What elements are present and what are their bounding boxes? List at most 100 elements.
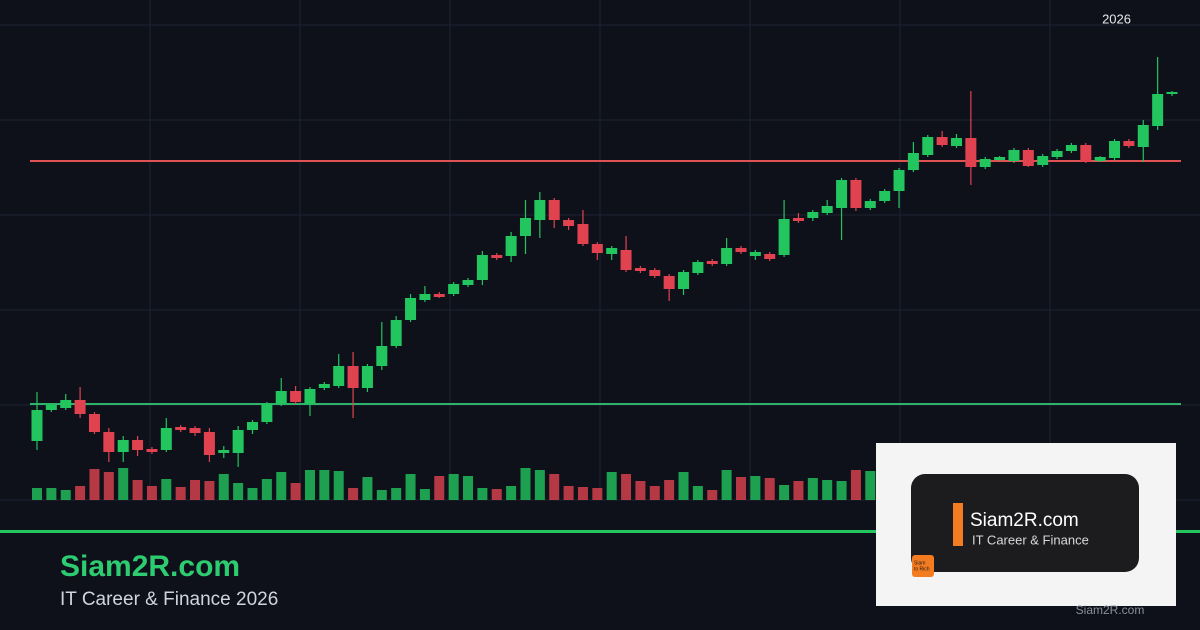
candle-body [103, 432, 115, 452]
volume-bar [534, 470, 545, 500]
candle-body [132, 440, 144, 450]
candle-body [634, 268, 646, 271]
volume-bar [434, 476, 445, 500]
candle-body [505, 236, 517, 256]
candle-body [1051, 151, 1063, 157]
candle-body [792, 218, 804, 221]
candle-body [247, 422, 259, 430]
candle-body [476, 255, 488, 280]
divider [0, 530, 1200, 533]
volume-bar [276, 472, 287, 500]
candle-body [318, 384, 330, 388]
volume-bar [247, 488, 258, 500]
candle-body [663, 276, 675, 289]
candle-body [879, 191, 891, 201]
candle-body [60, 400, 72, 408]
volume-bar [520, 468, 531, 500]
volume-bar [707, 490, 718, 500]
candle-body [606, 248, 618, 254]
volume-bar [664, 480, 675, 500]
candle-body [1094, 157, 1106, 161]
candle-body [160, 428, 172, 450]
volume-bar [348, 488, 359, 500]
volume-bar [405, 474, 416, 500]
volume-bar [362, 477, 373, 500]
candle-body [275, 391, 287, 404]
volume-bar [506, 486, 517, 500]
candle-body [548, 200, 560, 220]
candle-body [74, 400, 86, 414]
volume-bar [233, 483, 244, 500]
candle-body [950, 138, 962, 146]
volume-bar [118, 468, 129, 500]
plot: 2026 [0, 11, 1200, 501]
candle-body [778, 219, 790, 255]
candle-body [433, 294, 445, 297]
candle-body [721, 248, 733, 264]
logo-bar [953, 503, 963, 546]
candle-body [821, 206, 833, 213]
logo-subtitle: IT Career & Finance [972, 532, 1089, 547]
candle-body [1137, 125, 1149, 147]
volume-bar [850, 470, 861, 500]
candle-body [979, 159, 991, 167]
candle-body [807, 212, 819, 218]
candle-body [304, 389, 316, 404]
volume-bar [463, 476, 474, 500]
volume-bar [103, 472, 114, 500]
volume-bar [477, 488, 488, 500]
volume-bar [419, 489, 430, 500]
volume-bar [649, 486, 660, 500]
logo-badge-text: to Rich [914, 566, 930, 572]
vertical-grid [149, 0, 1051, 500]
candle-body [419, 294, 431, 300]
candle-body [218, 450, 230, 453]
candle-body [591, 244, 603, 253]
logo-panel [911, 474, 1139, 572]
volume-bar [204, 481, 215, 500]
volume-bar [721, 470, 732, 500]
candle-body [922, 137, 934, 155]
candle-body [1080, 145, 1092, 162]
candle-body [491, 255, 503, 258]
candle-body [462, 280, 474, 285]
volume-bar [793, 481, 804, 500]
volume-bar [563, 486, 574, 500]
candle-body [1123, 141, 1135, 146]
volume-bar [735, 477, 746, 500]
candle-body [936, 137, 948, 145]
candle-body [390, 320, 402, 346]
volume-bar [865, 471, 876, 500]
candle-body [333, 366, 345, 386]
candle-body [678, 272, 690, 289]
candle-body [448, 284, 460, 294]
brand-title: Siam2R.com [60, 550, 240, 583]
volume-bar [319, 470, 330, 500]
volume-bar [491, 489, 502, 500]
candle-body [649, 270, 661, 276]
logo-title: Siam2R.com [970, 510, 1079, 531]
candle-body [361, 366, 373, 388]
candle-body [45, 405, 57, 410]
candle-body [706, 261, 718, 264]
candle-body [749, 252, 761, 256]
volume-bar [304, 470, 315, 500]
candle-body [534, 200, 546, 220]
x-tick-label: 2026 [1102, 11, 1131, 26]
volume-bar [261, 479, 272, 500]
candle-body [88, 414, 100, 432]
volume-bar [75, 486, 86, 500]
volume-bar [692, 486, 703, 500]
candle-body [232, 430, 244, 453]
logo-card: Siam2R.com IT Career & Finance Siam to R… [876, 443, 1176, 606]
volume-bar [161, 479, 172, 500]
candle-body [907, 153, 919, 170]
footer: Siam2R.com [1076, 603, 1145, 617]
candle-body [850, 180, 862, 208]
brand-subtitle: IT Career & Finance 2026 [60, 589, 278, 610]
volume-bar [448, 474, 459, 500]
volume-bar [146, 486, 157, 500]
candle-body [563, 220, 575, 226]
candle-body [290, 391, 302, 402]
